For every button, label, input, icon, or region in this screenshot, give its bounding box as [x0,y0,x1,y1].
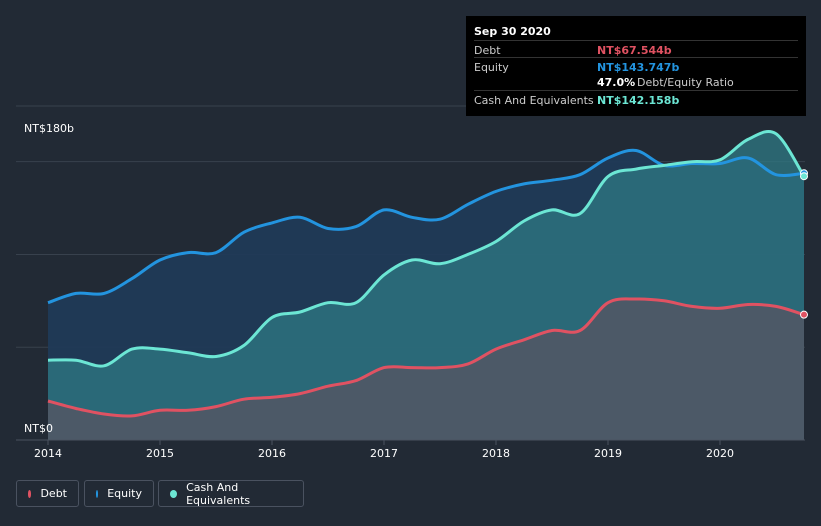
tooltip-ratio-value: 47.0% [597,76,636,89]
x-tick-label: 2014 [34,447,62,460]
series-areas [48,131,804,440]
debt-line [47,297,805,418]
debt-dot-icon [28,489,32,498]
legend-item-cash[interactable]: Cash And Equivalents [158,480,304,507]
tooltip-cash-value: NT$142.158b [597,94,680,107]
tooltip-equity-label: Equity [474,61,509,74]
legend-debt-label: Debt [40,487,67,500]
tooltip-row-debt: Debt NT$67.544b [474,40,798,57]
legend-item-debt[interactable]: Debt [16,480,79,507]
tooltip-date: Sep 30 2020 [474,25,551,38]
series-lines [47,130,806,418]
x-tick-label: 2019 [594,447,622,460]
tooltip-debt-value: NT$67.544b [597,44,672,57]
x-tick-label: 2017 [370,447,398,460]
x-tick-label: 2016 [258,447,286,460]
cash-dot-icon [170,489,178,498]
cash-end-marker [800,172,808,181]
equity-dot-icon [96,489,99,498]
legend-item-equity[interactable]: Equity [84,480,154,507]
x-axis-ticks: 2014 2015 2016 2017 2018 2019 2020 [34,440,734,460]
tooltip-equity-value: NT$143.747b [597,61,680,74]
x-tick-label: 2015 [146,447,174,460]
y-axis-zero-label: NT$0 [24,422,53,435]
tooltip-ratio-label: Debt/Equity Ratio [637,76,734,89]
equity-line [47,148,805,305]
tooltip-debt-label: Debt [474,44,501,57]
x-tick-label: 2018 [482,447,510,460]
y-axis-top-label: NT$180b [24,122,74,135]
cash-line [47,130,806,368]
debt-area [48,298,804,440]
x-tick-label: 2020 [706,447,734,460]
legend-equity-label: Equity [107,487,142,500]
tooltip-row-equity: Equity NT$143.747b [474,57,798,74]
tooltip-row-ratio: 47.0% Debt/Equity Ratio [474,73,798,90]
series-end-markers [800,169,808,319]
tooltip-box: Sep 30 2020 Debt NT$67.544b Equity NT$14… [466,16,806,116]
tooltip-row-cash: Cash And Equivalents NT$142.158b [474,90,798,107]
debt-end-marker [800,310,808,319]
tooltip-cash-label: Cash And Equivalents [474,94,594,107]
legend-cash-label: Cash And Equivalents [186,480,251,507]
